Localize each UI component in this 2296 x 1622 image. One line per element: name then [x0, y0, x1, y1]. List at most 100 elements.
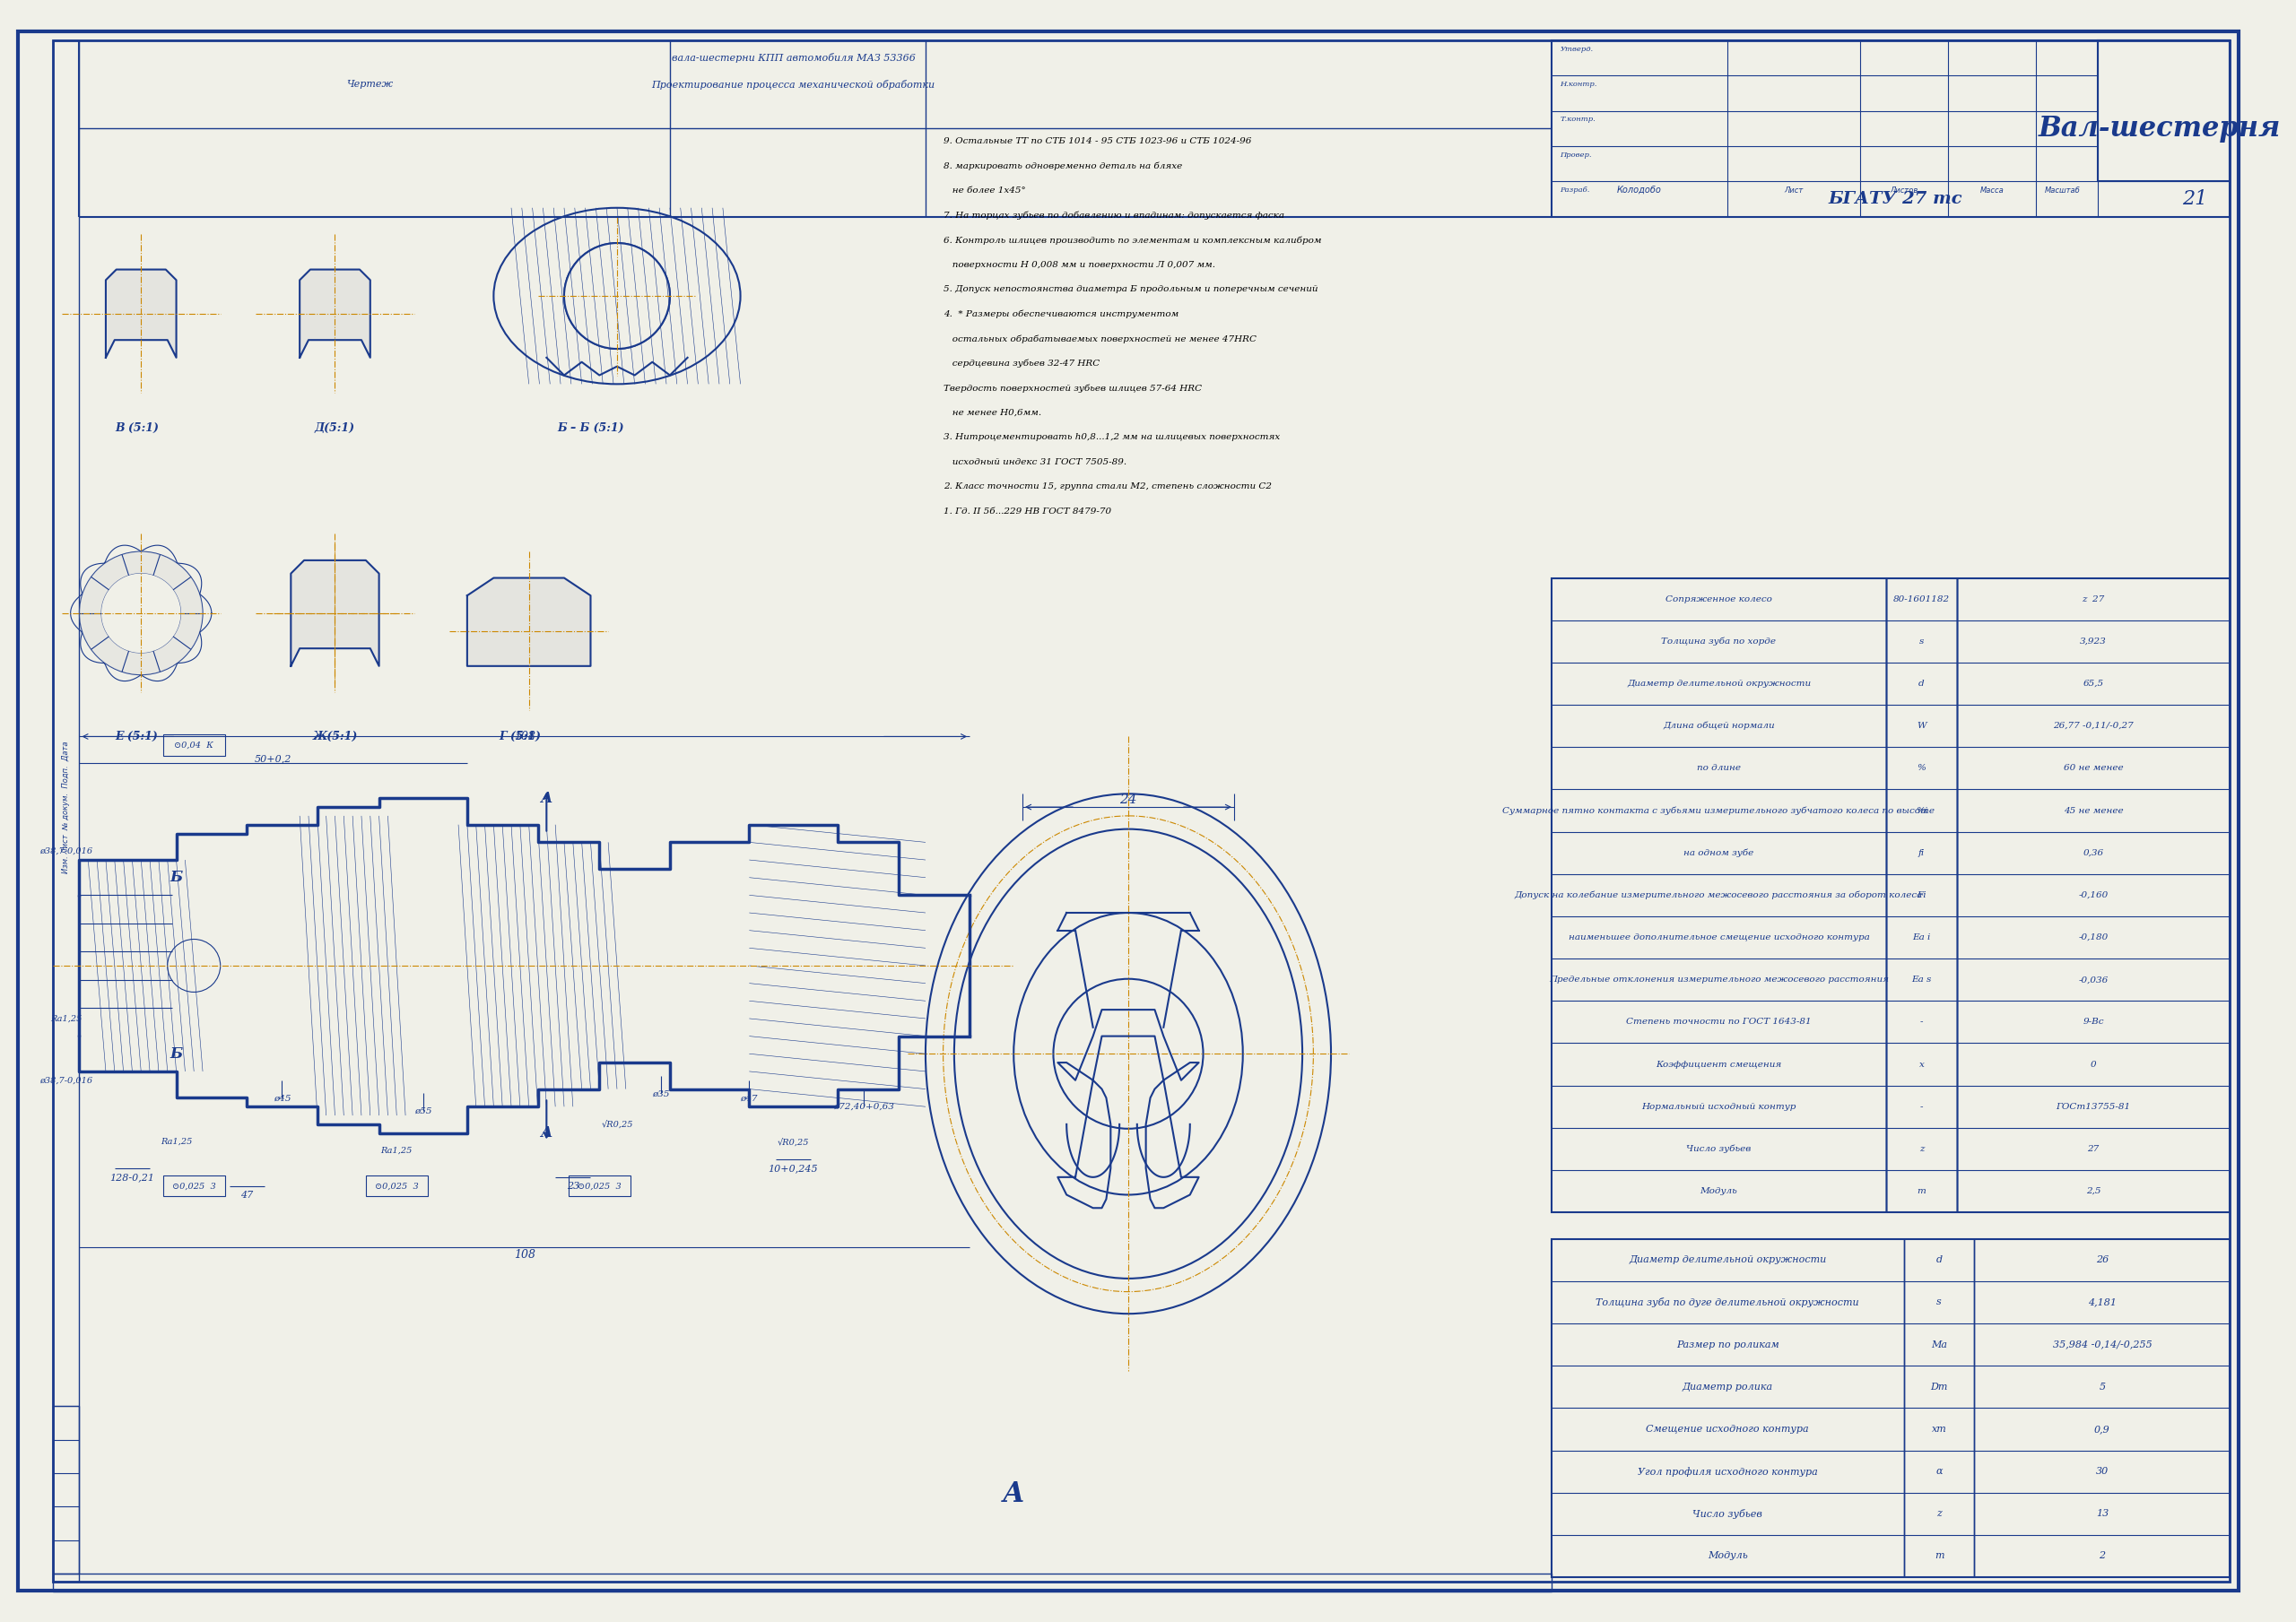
Text: W: W [1917, 722, 1926, 730]
Text: 21: 21 [2181, 190, 2206, 209]
Text: 9. Остальные ТТ по СТБ 1014 - 95 СТБ 1023-96 и СТБ 1024-96: 9. Остальные ТТ по СТБ 1014 - 95 СТБ 102… [944, 138, 1251, 146]
Text: Толщина зуба по дуге делительной окружности: Толщина зуба по дуге делительной окружно… [1596, 1298, 1860, 1307]
Text: 13: 13 [2096, 1510, 2108, 1518]
Text: 24: 24 [1120, 793, 1137, 806]
Text: 4,181: 4,181 [2087, 1298, 2117, 1307]
Polygon shape [301, 269, 370, 357]
Text: ⊙0,04  К: ⊙0,04 К [174, 741, 214, 749]
Text: Разраб.: Разраб. [1561, 187, 1591, 193]
Text: √R0,25: √R0,25 [602, 1121, 634, 1129]
Text: ⊙0,025  3: ⊙0,025 3 [172, 1182, 216, 1191]
Text: -0,180: -0,180 [2078, 933, 2108, 941]
Text: Листов: Листов [1890, 187, 1917, 195]
Text: Число зубьев: Число зубьев [1688, 1145, 1752, 1153]
Text: 7. На торцах зубьев по добавлению и впадинам: допускается фаска: 7. На торцах зубьев по добавлению и впад… [944, 211, 1283, 221]
Text: Колодобо: Колодобо [1616, 185, 1662, 195]
Text: Проектирование процесса механической обработки: Проектирование процесса механической обр… [652, 79, 934, 89]
Text: s: s [1936, 1298, 1942, 1307]
Text: Б: Б [170, 1046, 184, 1061]
Text: 2. Класс точности 15, группа стали М2, степень сложности С2: 2. Класс точности 15, группа стали М2, с… [944, 483, 1272, 491]
Text: ø47: ø47 [742, 1095, 758, 1103]
Circle shape [565, 243, 670, 349]
Text: ø72,40+0,63: ø72,40+0,63 [833, 1103, 893, 1111]
Bar [163, 735, 225, 756]
Text: Угол профиля исходного контура: Угол профиля исходного контура [1637, 1466, 1818, 1476]
Text: 10+0,245: 10+0,245 [769, 1165, 817, 1173]
Text: Ж(5:1): Ж(5:1) [312, 730, 358, 743]
Text: √R0,25: √R0,25 [778, 1137, 808, 1147]
Text: ø55: ø55 [413, 1108, 432, 1116]
Text: Диаметр делительной окружности: Диаметр делительной окружности [1628, 680, 1812, 688]
Text: ø38,7-0,016: ø38,7-0,016 [39, 1075, 92, 1083]
Text: Ma: Ma [1931, 1340, 1947, 1350]
Text: Диаметр делительной окружности: Диаметр делительной окружности [1628, 1255, 1825, 1265]
Text: не менее H0,6мм.: не менее H0,6мм. [944, 409, 1040, 417]
Text: ⊙0,025  3: ⊙0,025 3 [374, 1182, 418, 1191]
Text: Е (5:1): Е (5:1) [115, 730, 158, 743]
Text: Утверд.: Утверд. [1561, 45, 1593, 54]
Text: Б: Б [170, 869, 184, 886]
Text: Длина общей нормали: Длина общей нормали [1662, 722, 1775, 730]
Text: Размер по роликам: Размер по роликам [1676, 1340, 1779, 1350]
Text: d: d [1936, 1255, 1942, 1265]
Text: Модуль: Модуль [1699, 1187, 1738, 1195]
Text: ГОСт13755-81: ГОСт13755-81 [2057, 1103, 2131, 1111]
Text: Смещение исходного контура: Смещение исходного контура [1646, 1424, 1809, 1434]
Bar [1552, 41, 2229, 217]
Text: 60 не менее: 60 не менее [2064, 764, 2124, 772]
Text: Число зубьев: Число зубьев [1692, 1508, 1763, 1518]
Text: 1. Гд. II 5б...229 НВ ГОСТ 8479-70: 1. Гд. II 5б...229 НВ ГОСТ 8479-70 [944, 508, 1111, 516]
Text: ⊙0,025  3: ⊙0,025 3 [579, 1182, 622, 1191]
Text: Суммарное пятно контакта с зубьями измерительного зубчатого колеса по высоте: Суммарное пятно контакта с зубьями измер… [1502, 806, 1936, 814]
Text: по длине: по длине [1697, 764, 1740, 772]
Text: 0,9: 0,9 [2094, 1424, 2110, 1434]
Text: xm: xm [1931, 1424, 1947, 1434]
Text: 108: 108 [514, 730, 535, 743]
Text: 3,923: 3,923 [2080, 637, 2108, 646]
Bar [1552, 577, 2229, 1212]
Text: 8. маркировать одновременно деталь на бляхе: 8. маркировать одновременно деталь на бл… [944, 162, 1182, 170]
Text: Чертеж: Чертеж [347, 79, 393, 89]
Text: -0,036: -0,036 [2078, 976, 2108, 985]
Text: Твердость поверхностей зубьев шлицев 57-64 HRC: Твердость поверхностей зубьев шлицев 57-… [944, 384, 1201, 393]
Circle shape [101, 574, 181, 652]
Text: Т.контр.: Т.контр. [1561, 117, 1596, 123]
Text: 26,77 -0,11/-0,27: 26,77 -0,11/-0,27 [2053, 722, 2133, 730]
Text: m: m [1917, 1187, 1926, 1195]
Text: 9-Вс: 9-Вс [2082, 1019, 2103, 1027]
Bar [53, 1573, 1552, 1591]
Text: ø38,7-0,016: ø38,7-0,016 [39, 847, 92, 855]
Polygon shape [292, 560, 379, 667]
Bar [53, 41, 80, 1581]
Text: 47: 47 [241, 1191, 253, 1199]
Text: остальных обрабатываемых поверхностей не менее 47HRC: остальных обрабатываемых поверхностей не… [944, 334, 1256, 344]
Text: 35,984 -0,14/-0,255: 35,984 -0,14/-0,255 [2053, 1340, 2151, 1350]
Text: Масса: Масса [1979, 187, 2004, 195]
Text: 128-0,21: 128-0,21 [110, 1173, 154, 1181]
Text: 3. Нитроцементировать h0,8...1,2 мм на шлицевых поверхностях: 3. Нитроцементировать h0,8...1,2 мм на ш… [944, 433, 1279, 441]
Bar [2099, 41, 2229, 182]
Text: Вал-шестерня: Вал-шестерня [2039, 115, 2280, 143]
Bar [569, 1176, 629, 1197]
Text: А: А [540, 790, 553, 806]
Text: Dm: Dm [1931, 1382, 1947, 1392]
Text: Б – Б (5:1): Б – Б (5:1) [558, 422, 625, 435]
Text: Нормальный исходный контур: Нормальный исходный контур [1642, 1103, 1795, 1111]
Text: ø35: ø35 [652, 1090, 670, 1098]
Text: БГАТУ 27 тс: БГАТУ 27 тс [1828, 191, 1963, 208]
Polygon shape [106, 269, 177, 357]
Text: Ra1,25: Ra1,25 [381, 1147, 413, 1155]
Text: Масштаб: Масштаб [2046, 187, 2080, 195]
Text: 27: 27 [2087, 1145, 2099, 1153]
Text: -: - [1919, 1103, 1924, 1111]
Bar [365, 1176, 427, 1197]
Text: Ea s: Ea s [1913, 976, 1931, 985]
Text: Модуль: Модуль [1708, 1552, 1747, 1560]
Text: Степень точности по ГОСТ 1643-81: Степень точности по ГОСТ 1643-81 [1626, 1019, 1812, 1027]
Text: 2,5: 2,5 [2087, 1187, 2101, 1195]
Circle shape [80, 551, 202, 675]
Text: %i: %i [1915, 806, 1929, 814]
Text: 30: 30 [2096, 1466, 2108, 1476]
Text: Допуск на колебание измерительного межосевого расстояния за оборот колеса: Допуск на колебание измерительного межос… [1515, 890, 1924, 900]
Text: 2: 2 [2099, 1552, 2105, 1560]
